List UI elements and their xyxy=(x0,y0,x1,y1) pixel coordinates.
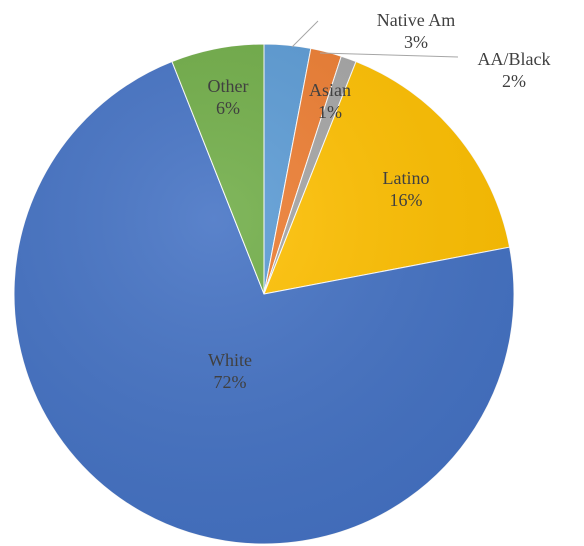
data-label-percent-asian: 1% xyxy=(318,102,342,122)
data-label-category-native-am: Native Am xyxy=(377,10,456,30)
data-label-category-other: Other xyxy=(208,76,249,96)
data-label-percent-native-am: 3% xyxy=(404,32,428,52)
data-label-percent-other: 6% xyxy=(216,98,240,118)
leader-line-aa-black xyxy=(319,52,459,58)
data-label-category-latino: Latino xyxy=(383,168,430,188)
data-label-percent-aa-black: 2% xyxy=(502,71,526,91)
leader-line-native-am xyxy=(291,20,319,48)
pie-slices xyxy=(13,43,515,545)
data-label-category-asian: Asian xyxy=(309,80,351,100)
leader-lines xyxy=(291,20,459,58)
data-label-category-aa-black: AA/Black xyxy=(478,49,551,69)
data-label-percent-latino: 16% xyxy=(390,190,423,210)
data-label-percent-white: 72% xyxy=(214,372,247,392)
data-label-category-white: White xyxy=(208,350,252,370)
